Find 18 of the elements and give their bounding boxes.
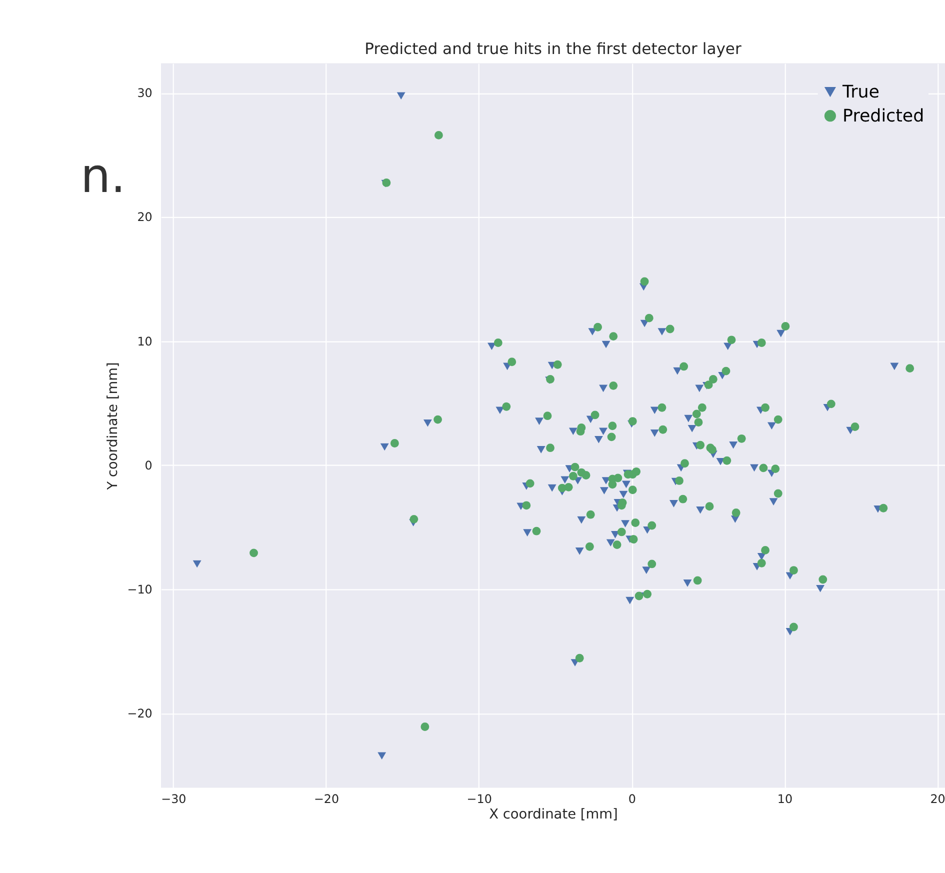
text: n. (80, 149, 126, 204)
y-tick-label: −10 (127, 582, 152, 596)
chart-title: Predicted and true hits in the first detector layer (364, 40, 742, 58)
x-tick-label: −20 (314, 792, 340, 806)
y-tick-label: −20 (127, 706, 152, 720)
x-tick-label: −30 (161, 792, 186, 806)
y-tick-label: 30 (137, 86, 152, 100)
x-tick-label: 10 (777, 792, 793, 806)
y-tick-label: 10 (137, 334, 152, 348)
x-axis-title: X coordinate [mm] (489, 806, 618, 822)
legend-label: Predicted (842, 106, 924, 126)
x-tick-label: 20 (930, 792, 945, 806)
legend-label: True (842, 82, 880, 103)
x-tick-label: −10 (466, 792, 492, 806)
x-tick-label: 0 (628, 792, 636, 806)
y-tick-label: 0 (144, 458, 152, 472)
y-tick-label: 20 (137, 210, 152, 224)
y-axis-title: Y coordinate [mm] (105, 362, 122, 491)
